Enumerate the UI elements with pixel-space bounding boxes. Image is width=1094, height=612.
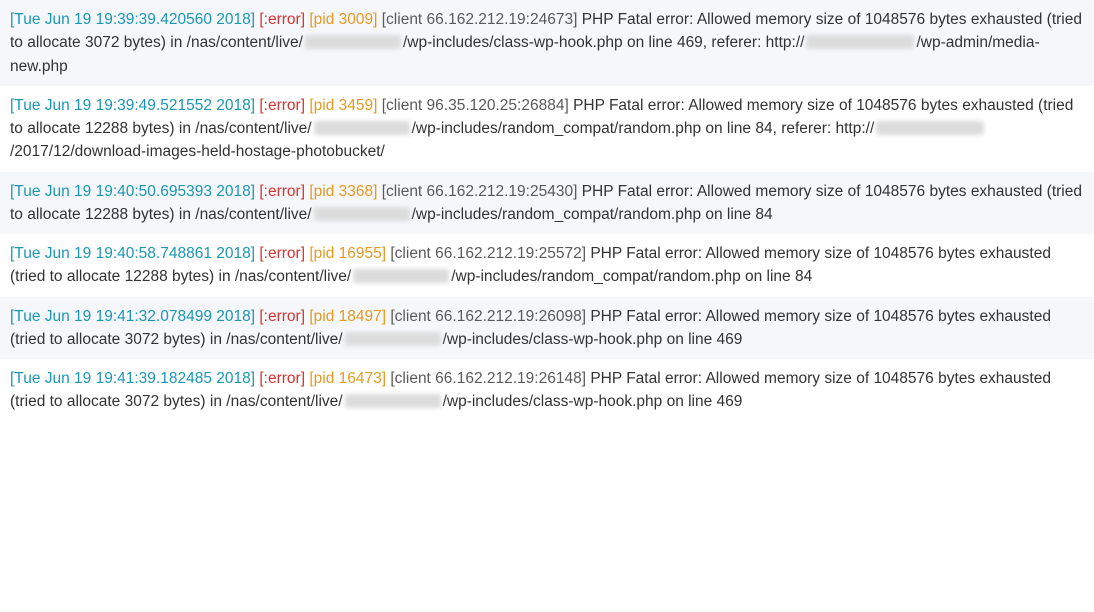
log-level: [:error] (259, 245, 305, 262)
log-entry: [Tue Jun 19 19:40:58.748861 2018] [:erro… (0, 234, 1094, 297)
redacted-block (314, 121, 410, 135)
log-level: [:error] (259, 11, 305, 28)
log-client: [client 66.162.212.19:24673] (382, 11, 578, 28)
log-client: [client 66.162.212.19:26098] (390, 308, 586, 325)
log-pid: [pid 16955] (309, 245, 386, 262)
log-level: [:error] (259, 370, 305, 387)
log-message-mid: /wp-includes/random_compat/random.php on… (412, 206, 773, 223)
log-client: [client 66.162.212.19:25430] (382, 183, 578, 200)
log-level: [:error] (259, 308, 305, 325)
log-message-post: /2017/12/download-images-held-hostage-ph… (10, 143, 385, 160)
log-level: [:error] (259, 97, 305, 114)
log-entry: [Tue Jun 19 19:39:49.521552 2018] [:erro… (0, 86, 1094, 172)
log-level: [:error] (259, 183, 305, 200)
log-timestamp: [Tue Jun 19 19:41:32.078499 2018] (10, 308, 255, 325)
log-message-mid: /wp-includes/class-wp-hook.php on line 4… (443, 393, 743, 410)
log-pid: [pid 16473] (309, 370, 386, 387)
log-message-mid: /wp-includes/class-wp-hook.php on line 4… (403, 34, 805, 51)
redacted-block (353, 269, 449, 283)
log-entry: [Tue Jun 19 19:41:32.078499 2018] [:erro… (0, 297, 1094, 360)
redacted-block (876, 121, 984, 135)
redacted-block (345, 332, 441, 346)
log-client: [client 66.162.212.19:25572] (390, 245, 586, 262)
log-pid: [pid 3009] (309, 11, 377, 28)
log-entry: [Tue Jun 19 19:41:39.182485 2018] [:erro… (0, 359, 1094, 422)
log-pid: [pid 3459] (309, 97, 377, 114)
log-message-mid: /wp-includes/random_compat/random.php on… (451, 268, 812, 285)
log-client: [client 96.35.120.25:26884] (382, 97, 569, 114)
redacted-block (305, 35, 401, 49)
log-timestamp: [Tue Jun 19 19:39:39.420560 2018] (10, 11, 255, 28)
log-message-mid: /wp-includes/random_compat/random.php on… (412, 120, 875, 137)
log-entry: [Tue Jun 19 19:40:50.695393 2018] [:erro… (0, 172, 1094, 235)
redacted-block (314, 207, 410, 221)
log-pid: [pid 18497] (309, 308, 386, 325)
redacted-block (345, 394, 441, 408)
log-message-mid: /wp-includes/class-wp-hook.php on line 4… (443, 331, 743, 348)
log-client: [client 66.162.212.19:26148] (390, 370, 586, 387)
redacted-block (806, 35, 914, 49)
log-list: [Tue Jun 19 19:39:39.420560 2018] [:erro… (0, 0, 1094, 422)
log-pid: [pid 3368] (309, 183, 377, 200)
log-timestamp: [Tue Jun 19 19:39:49.521552 2018] (10, 97, 255, 114)
log-entry: [Tue Jun 19 19:39:39.420560 2018] [:erro… (0, 0, 1094, 86)
log-timestamp: [Tue Jun 19 19:40:50.695393 2018] (10, 183, 255, 200)
log-timestamp: [Tue Jun 19 19:40:58.748861 2018] (10, 245, 255, 262)
log-timestamp: [Tue Jun 19 19:41:39.182485 2018] (10, 370, 255, 387)
